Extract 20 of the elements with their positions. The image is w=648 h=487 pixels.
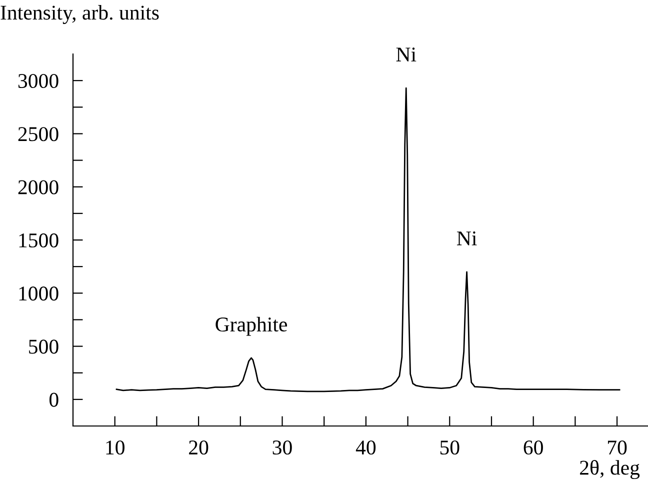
y-tick-label: 1000 <box>19 286 58 301</box>
x-tick-label: 10 <box>106 440 124 455</box>
y-tick-label: 0 <box>49 392 58 407</box>
annotation: Ni <box>396 48 416 62</box>
y-tick-label: 1500 <box>19 233 58 248</box>
y-axis-title: Intensity, arb. units <box>0 5 159 24</box>
x-tick-label: 50 <box>440 440 460 455</box>
y-tick-label: 2000 <box>18 180 58 194</box>
annotation: Graphite <box>216 316 287 336</box>
x-tick-label: 30 <box>272 440 292 455</box>
annotation: Ni <box>456 231 477 246</box>
y-tick-label: 500 <box>29 340 58 354</box>
x-tick-label: 20 <box>189 440 208 455</box>
x-tick-label: 70 <box>608 440 627 455</box>
y-tick-label: 3000 <box>18 74 58 88</box>
line-series <box>116 87 620 392</box>
x-tick-label: 40 <box>356 440 376 455</box>
y-tick-label: 2500 <box>18 127 58 142</box>
x-axis-title: 2θ, deg <box>580 460 640 480</box>
x-tick-label: 60 <box>524 440 543 455</box>
